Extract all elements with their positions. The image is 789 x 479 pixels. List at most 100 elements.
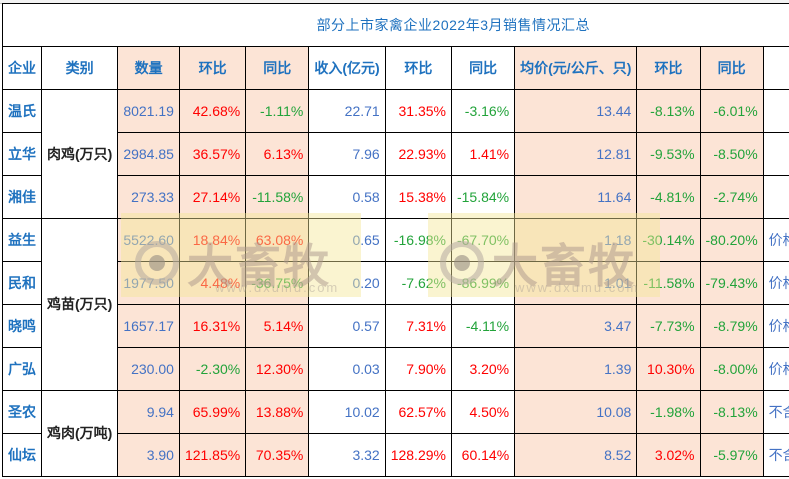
price-mom-cell: -7.73% bbox=[636, 304, 701, 348]
company-cell: 广弘 bbox=[2, 347, 42, 391]
rev-yoy-cell: 3.20% bbox=[450, 347, 516, 391]
qty-yoy-cell: -1.11% bbox=[245, 89, 310, 133]
quantity-cell: 1657.17 bbox=[117, 304, 180, 348]
qty-yoy-cell: 6.13% bbox=[245, 132, 310, 176]
price-mom-cell: -4.81% bbox=[636, 175, 701, 219]
price-yoy-cell: -6.01% bbox=[699, 89, 764, 133]
price-cell: 1.39 bbox=[514, 347, 638, 391]
price-yoy-cell: -5.97% bbox=[699, 433, 764, 477]
note-cell: 价格以只为单位 bbox=[762, 304, 789, 348]
rev-yoy-cell: -67.70% bbox=[450, 218, 516, 262]
note-cell: 价格以只为单位 bbox=[762, 261, 789, 305]
company-cell: 仙坛 bbox=[2, 433, 42, 477]
header-rev-mom: 环比 bbox=[384, 46, 452, 90]
qty-mom-cell: 65.99% bbox=[178, 390, 247, 434]
quantity-cell: 1977.50 bbox=[117, 261, 180, 305]
note-cell bbox=[762, 132, 789, 176]
note-cell: 不含深加工业,抵消前 bbox=[762, 390, 789, 434]
price-yoy-cell: -79.43% bbox=[699, 261, 764, 305]
rev-mom-cell: 7.90% bbox=[384, 347, 452, 391]
quantity-cell: 3.90 bbox=[117, 433, 180, 477]
note-cell: 价格以只为单位 bbox=[762, 347, 789, 391]
qty-yoy-cell: 63.08% bbox=[245, 218, 310, 262]
rev-yoy-cell: 60.14% bbox=[450, 433, 516, 477]
header-rev-yoy: 同比 bbox=[450, 46, 516, 90]
note-cell: 不含深加工业,抵消后 bbox=[762, 433, 789, 477]
price-cell: 10.08 bbox=[514, 390, 638, 434]
price-mom-cell: -9.53% bbox=[636, 132, 701, 176]
qty-mom-cell: 36.57% bbox=[178, 132, 247, 176]
price-cell: 8.52 bbox=[514, 433, 638, 477]
revenue-cell: 3.32 bbox=[308, 433, 386, 477]
header-price: 均价(元/公斤、只) bbox=[514, 46, 638, 90]
qty-mom-cell: 42.68% bbox=[178, 89, 247, 133]
table-row: 湘佳 273.33 27.14% -11.58% 0.58 15.38% -15… bbox=[2, 175, 789, 219]
qty-mom-cell: -2.30% bbox=[178, 347, 247, 391]
revenue-cell: 0.03 bbox=[308, 347, 386, 391]
rev-yoy-cell: -15.84% bbox=[450, 175, 516, 219]
rev-mom-cell: 22.93% bbox=[384, 132, 452, 176]
qty-mom-cell: 121.85% bbox=[178, 433, 247, 477]
revenue-cell: 0.58 bbox=[308, 175, 386, 219]
sales-summary-table: 部分上市家禽企业2022年3月销售情况汇总 企业 类别 数量 环比 同比 收入(… bbox=[2, 3, 789, 477]
revenue-cell: 0.20 bbox=[308, 261, 386, 305]
revenue-cell: 0.57 bbox=[308, 304, 386, 348]
table-row: 立华 2984.85 36.57% 6.13% 7.96 22.93% 1.41… bbox=[2, 132, 789, 176]
company-cell: 圣农 bbox=[2, 390, 42, 434]
price-yoy-cell: -8.50% bbox=[699, 132, 764, 176]
rev-mom-cell: -16.98% bbox=[384, 218, 452, 262]
quantity-cell: 2984.85 bbox=[117, 132, 180, 176]
price-cell: 12.81 bbox=[514, 132, 638, 176]
table-row: 益生 鸡苗(万只) 5522.60 18.84% 63.08% 0.65 -16… bbox=[2, 218, 789, 391]
quantity-cell: 273.33 bbox=[117, 175, 180, 219]
price-cell: 3.47 bbox=[514, 304, 638, 348]
company-cell: 湘佳 bbox=[2, 175, 42, 219]
header-revenue: 收入(亿元) bbox=[308, 46, 386, 90]
price-cell: 1.01 bbox=[514, 261, 638, 305]
rev-mom-cell: -7.62% bbox=[384, 261, 452, 305]
qty-yoy-cell: 5.14% bbox=[245, 304, 310, 348]
table-title: 部分上市家禽企业2022年3月销售情况汇总 bbox=[2, 3, 789, 47]
rev-mom-cell: 15.38% bbox=[384, 175, 452, 219]
qty-mom-cell: 16.31% bbox=[178, 304, 247, 348]
header-note: 备注 bbox=[762, 46, 789, 90]
price-yoy-cell: -8.79% bbox=[699, 304, 764, 348]
note-cell: 价格以只为单位 bbox=[762, 218, 789, 262]
note-cell bbox=[762, 175, 789, 219]
rev-yoy-cell: -86.99% bbox=[450, 261, 516, 305]
qty-mom-cell: 4.48% bbox=[178, 261, 247, 305]
table-row: 广弘 230.00 -2.30% 12.30% 0.03 7.90% 3.20%… bbox=[2, 347, 789, 391]
table-row: 民和 1977.50 4.48% -36.75% 0.20 -7.62% -86… bbox=[2, 261, 789, 305]
table-row: 仙坛 3.90 121.85% 70.35% 3.32 128.29% 60.1… bbox=[2, 433, 789, 477]
qty-yoy-cell: -36.75% bbox=[245, 261, 310, 305]
revenue-cell: 7.96 bbox=[308, 132, 386, 176]
header-qty-yoy: 同比 bbox=[245, 46, 310, 90]
rev-yoy-cell: -3.16% bbox=[450, 89, 516, 133]
category-cell: 鸡肉(万吨) bbox=[40, 390, 119, 477]
table-row: 圣农 鸡肉(万吨) 9.94 65.99% 13.88% 10.02 62.57… bbox=[2, 390, 789, 477]
company-cell: 温氏 bbox=[2, 89, 42, 133]
price-mom-cell: 3.02% bbox=[636, 433, 701, 477]
company-cell: 立华 bbox=[2, 132, 42, 176]
revenue-cell: 22.71 bbox=[308, 89, 386, 133]
quantity-cell: 9.94 bbox=[117, 390, 180, 434]
qty-yoy-cell: 70.35% bbox=[245, 433, 310, 477]
price-mom-cell: 10.30% bbox=[636, 347, 701, 391]
rev-yoy-cell: 4.50% bbox=[450, 390, 516, 434]
company-cell: 晓鸣 bbox=[2, 304, 42, 348]
header-category: 类别 bbox=[40, 46, 119, 90]
price-cell: 13.44 bbox=[514, 89, 638, 133]
price-mom-cell: -8.13% bbox=[636, 89, 701, 133]
price-yoy-cell: -8.13% bbox=[699, 390, 764, 434]
price-mom-cell: -1.98% bbox=[636, 390, 701, 434]
header-row: 企业 类别 数量 环比 同比 收入(亿元) 环比 同比 均价(元/公斤、只) 环… bbox=[2, 46, 789, 90]
table-row: 晓鸣 1657.17 16.31% 5.14% 0.57 7.31% -4.11… bbox=[2, 304, 789, 348]
rev-mom-cell: 7.31% bbox=[384, 304, 452, 348]
rev-yoy-cell: -4.11% bbox=[450, 304, 516, 348]
header-price-yoy: 同比 bbox=[699, 46, 764, 90]
company-cell: 益生 bbox=[2, 218, 42, 262]
rev-mom-cell: 31.35% bbox=[384, 89, 452, 133]
qty-mom-cell: 18.84% bbox=[178, 218, 247, 262]
rev-yoy-cell: 1.41% bbox=[450, 132, 516, 176]
price-yoy-cell: -80.20% bbox=[699, 218, 764, 262]
